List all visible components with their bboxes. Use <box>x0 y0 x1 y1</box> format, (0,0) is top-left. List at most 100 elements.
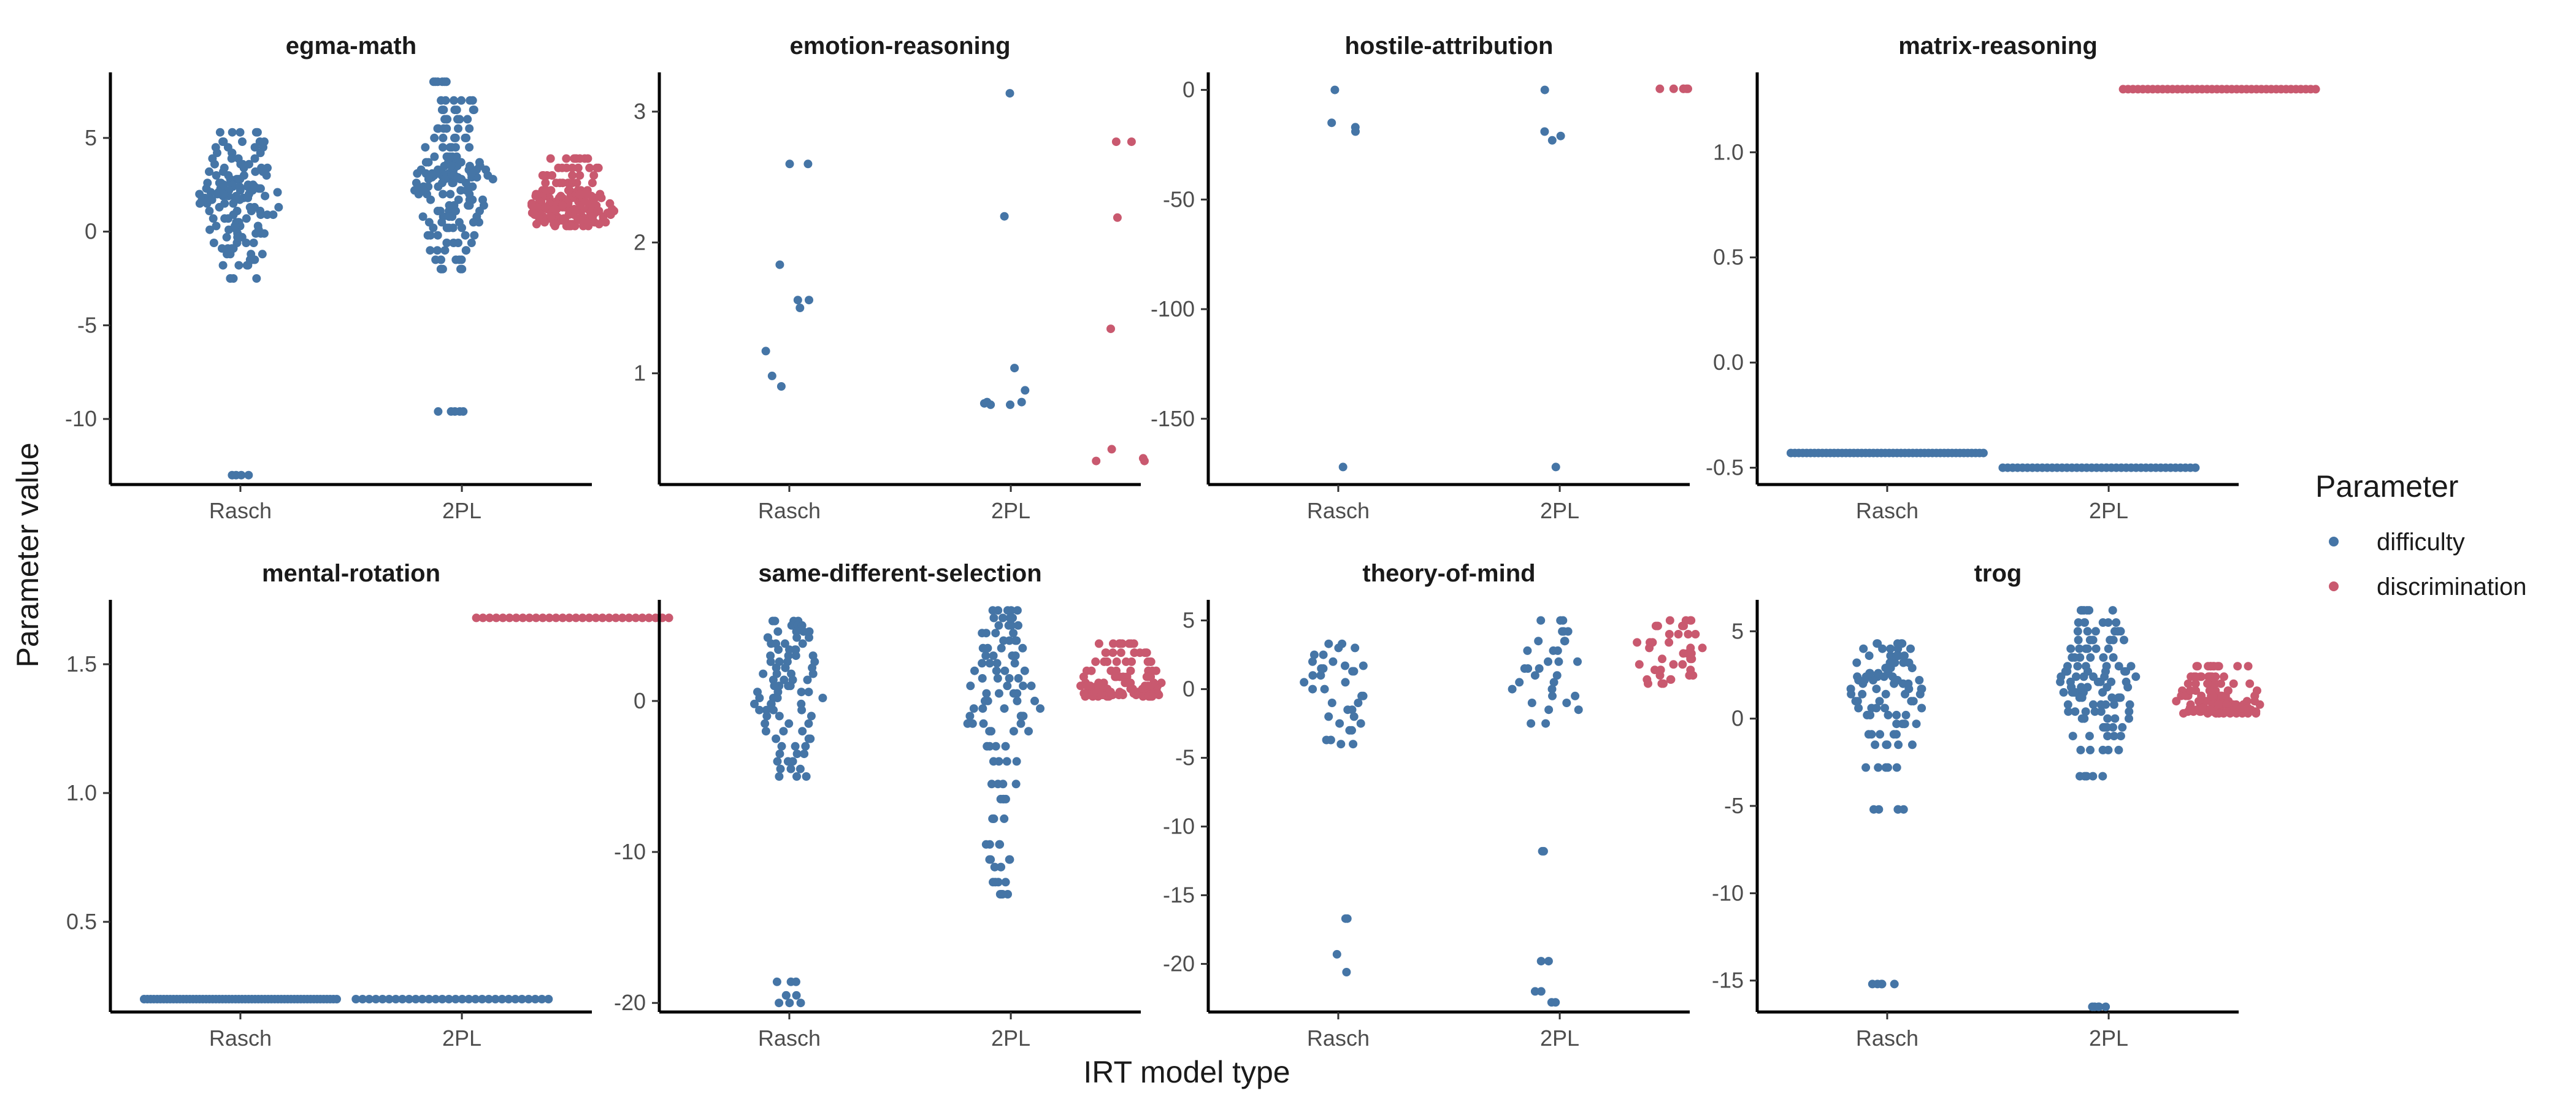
data-point-difficulty <box>365 995 374 1003</box>
data-point-difficulty <box>1324 712 1333 721</box>
data-point-discrimination <box>594 163 603 172</box>
data-point-discrimination <box>512 613 521 623</box>
data-point-difficulty <box>484 995 493 1003</box>
data-point-difficulty <box>2112 618 2121 627</box>
data-point-difficulty <box>1554 657 1563 666</box>
data-point-difficulty <box>440 115 450 124</box>
data-point-discrimination <box>1665 616 1674 625</box>
x-tick-label: Rasch <box>758 1025 821 1051</box>
data-point-difficulty <box>783 757 792 766</box>
data-point-difficulty <box>411 995 420 1003</box>
data-point-discrimination <box>2187 705 2196 715</box>
data-point-discrimination <box>1087 666 1096 675</box>
data-point-difficulty <box>258 250 267 259</box>
data-point-difficulty <box>2131 672 2141 681</box>
data-point-discrimination <box>546 154 555 163</box>
data-point-difficulty <box>1541 719 1551 728</box>
data-point-difficulty <box>2091 627 2100 636</box>
data-point-difficulty <box>1005 89 1014 98</box>
data-point-discrimination <box>572 613 580 623</box>
data-point-difficulty <box>1030 696 1039 705</box>
data-point-difficulty <box>761 347 770 356</box>
data-point-difficulty <box>992 666 1001 675</box>
data-point-discrimination <box>572 178 581 188</box>
data-point-discrimination <box>2183 679 2193 688</box>
data-point-difficulty <box>229 210 238 220</box>
data-point-discrimination <box>1656 665 1665 675</box>
data-point-difficulty <box>1009 727 1018 736</box>
data-point-difficulty <box>259 229 269 238</box>
data-point-difficulty <box>2103 714 2112 723</box>
data-point-difficulty <box>1892 763 1901 772</box>
data-point-difficulty <box>249 239 258 247</box>
data-point-discrimination <box>581 197 590 206</box>
data-point-difficulty <box>1013 696 1022 705</box>
data-point-difficulty <box>385 995 394 1003</box>
data-point-discrimination <box>1100 657 1109 666</box>
data-point-discrimination <box>562 154 571 163</box>
data-point-discrimination <box>1111 672 1121 681</box>
data-point-difficulty <box>998 890 1007 899</box>
data-point-difficulty <box>255 184 264 193</box>
data-point-difficulty <box>762 705 771 715</box>
data-point-difficulty <box>810 657 819 666</box>
y-tick-label: 0 <box>85 219 97 244</box>
data-point-discrimination <box>1144 672 1153 681</box>
data-point-difficulty <box>1335 719 1344 728</box>
data-point-difficulty <box>2090 707 2099 716</box>
data-point-difficulty <box>2068 732 2077 741</box>
data-point-discrimination <box>1101 648 1110 657</box>
data-point-difficulty <box>1551 462 1560 472</box>
data-point-difficulty <box>1000 704 1009 713</box>
data-point-difficulty <box>2103 732 2112 741</box>
data-point-difficulty <box>1341 678 1350 687</box>
data-point-difficulty <box>250 154 259 163</box>
data-point-difficulty <box>969 704 978 713</box>
data-point-difficulty <box>1017 397 1026 407</box>
data-point-discrimination <box>610 207 619 215</box>
data-point-difficulty <box>991 629 1000 638</box>
data-point-difficulty <box>2063 700 2072 709</box>
data-point-difficulty <box>1900 651 1909 661</box>
data-point-difficulty <box>994 689 1003 698</box>
data-point-difficulty <box>1890 979 1899 989</box>
data-point-difficulty <box>2080 772 2089 781</box>
data-point-difficulty <box>1527 699 1536 707</box>
data-point-discrimination <box>564 186 573 195</box>
data-point-difficulty <box>1000 212 1009 221</box>
data-point-difficulty <box>761 727 770 736</box>
data-point-difficulty <box>965 711 975 721</box>
data-point-difficulty <box>2070 653 2079 662</box>
x-tick-label: 2PL <box>1540 498 1579 523</box>
data-point-difficulty <box>989 878 997 887</box>
data-point-difficulty <box>989 613 999 623</box>
data-point-discrimination <box>1079 672 1088 681</box>
data-point-difficulty <box>1860 676 1869 684</box>
data-point-difficulty <box>451 143 460 152</box>
data-point-difficulty <box>2102 662 2111 671</box>
data-point-discrimination <box>589 171 599 180</box>
data-point-discrimination <box>1092 456 1101 466</box>
data-point-difficulty <box>2077 714 2087 723</box>
data-point-difficulty <box>1338 462 1347 472</box>
panel-title: same-different-selection <box>758 560 1041 587</box>
data-point-difficulty <box>1907 697 1916 706</box>
data-point-difficulty <box>1027 681 1036 691</box>
data-point-difficulty <box>1874 763 1883 772</box>
data-point-difficulty <box>755 694 764 702</box>
data-point-difficulty <box>795 764 805 773</box>
data-point-discrimination <box>573 163 583 172</box>
data-point-difficulty <box>1342 968 1351 976</box>
data-point-discrimination <box>1116 648 1125 657</box>
data-point-discrimination <box>585 613 594 623</box>
data-point-difficulty <box>242 261 251 270</box>
data-point-discrimination <box>1109 639 1117 648</box>
data-point-difficulty <box>461 133 470 142</box>
data-point-difficulty <box>1869 676 1877 684</box>
data-point-difficulty <box>1308 671 1317 680</box>
data-point-difficulty <box>463 115 472 124</box>
data-point-difficulty <box>426 231 435 240</box>
data-point-difficulty <box>215 128 224 137</box>
data-point-difficulty <box>1898 719 1907 729</box>
